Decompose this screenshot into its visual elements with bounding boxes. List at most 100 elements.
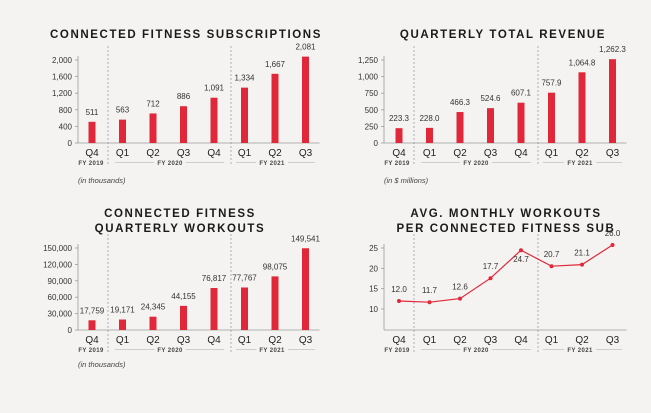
x-tick-label: Q3 [606,335,620,346]
bar [210,97,218,143]
y-tick-label: 0 [374,139,379,148]
data-label: 563 [116,106,130,115]
bar [487,108,494,143]
fiscal-year-label: FY 2019 [78,348,104,354]
data-label: 77,767 [232,273,257,282]
x-tick-label: Q2 [146,148,160,159]
data-label: 886 [177,92,191,101]
y-tick-label: 500 [365,106,379,115]
y-tick-label: 20 [369,264,378,273]
fiscal-year-label-bg [460,347,492,355]
data-label: 466.3 [450,98,471,107]
fiscal-year-label: FY 2021 [567,348,593,354]
x-tick-label: Q4 [207,148,221,159]
y-tick-label: 250 [365,122,379,131]
fiscal-year-label-bg [256,347,288,355]
data-label: 76,817 [202,274,227,283]
x-tick-label: Q3 [177,148,191,159]
bar [302,248,309,330]
x-tick-label: Q4 [207,335,221,346]
fiscal-year-label: FY 2020 [463,348,489,354]
x-tick-label: Q2 [575,335,589,346]
y-tick-label: 1,000 [358,73,379,82]
data-label: 44,155 [171,292,196,301]
y-tick-label: 0 [68,326,73,335]
y-tick-label: 60,000 [48,293,73,302]
fiscal-year-label-bg [154,160,186,168]
fiscal-year-label: FY 2019 [384,348,410,354]
x-tick-label: Q1 [423,335,437,346]
fiscal-year-label: FY 2021 [259,161,285,167]
y-tick-label: 0 [68,139,73,148]
data-point [488,276,493,281]
bar [119,319,126,330]
y-tick-label: 1,600 [52,73,73,82]
fiscal-year-label-bg [75,347,107,355]
data-label: 223.3 [389,114,410,123]
chart-title: QUARTERLY TOTAL REVENUE [400,29,606,41]
unit-note: (in thousands) [78,176,126,185]
data-point [427,300,432,305]
x-tick-label: Q3 [177,335,191,346]
data-label: 19,171 [110,306,135,315]
avg-workouts-chart: AVG. MONTHLY WORKOUTS PER CONNECTED FITNE… [369,208,627,355]
bar [149,113,157,143]
x-tick-label: Q1 [238,148,252,159]
x-tick-label: Q1 [423,148,437,159]
series-line [398,244,613,303]
data-point [549,264,554,269]
data-label: 98,075 [263,262,288,271]
y-tick-label: 150,000 [43,244,72,253]
y-tick-label: 15 [369,285,378,294]
x-tick-label: Q4 [85,335,99,346]
bar [609,59,616,143]
chart-title: CONNECTED FITNESS [104,208,256,220]
x-tick-label: Q2 [146,335,160,346]
bar [88,320,96,330]
fiscal-year-label-bg [564,160,596,168]
data-label: 17,759 [80,306,105,315]
fiscal-year-label: FY 2020 [157,348,183,354]
bar [456,112,464,143]
y-tick-label: 90,000 [48,277,73,286]
x-tick-label: Q2 [453,148,467,159]
data-label: 1,064.8 [569,58,596,67]
data-label: 24.7 [513,255,529,264]
y-tick-label: 750 [365,89,379,98]
bar [88,121,96,143]
data-label: 511 [86,108,99,117]
x-tick-label: Q4 [392,335,406,346]
x-tick-label: Q4 [514,148,528,159]
data-label: 26.0 [605,229,621,238]
data-label: 21.1 [574,249,590,258]
x-tick-label: Q2 [575,148,589,159]
subscriptions-chart: CONNECTED FITNESS SUBSCRIPTIONS 0 400 800 1,… [50,29,322,185]
data-label: 757.9 [541,79,562,88]
data-point [397,299,401,303]
unit-note: (in thousands) [78,360,126,369]
x-tick-label: Q4 [514,335,528,346]
fiscal-year-label: FY 2021 [567,161,593,167]
chart-title: CONNECTED FITNESS SUBSCRIPTIONS [50,29,322,41]
x-tick-label: Q3 [606,148,620,159]
fiscal-year-label-bg [154,347,186,355]
data-point [610,243,615,247]
y-tick-label: 800 [59,106,73,115]
bar [210,288,218,330]
data-label: 1,262.3 [599,45,626,54]
x-tick-label: Q1 [545,335,559,346]
data-label: 24,345 [141,303,166,312]
data-point [458,296,462,301]
data-point [580,262,584,267]
fiscal-year-label-bg [381,160,413,168]
y-tick-label: 400 [59,122,73,131]
y-tick-label: 1,250 [358,56,379,65]
data-label: 20.7 [544,250,560,259]
bar [119,119,126,143]
data-label: 228.0 [419,114,440,123]
data-label: 712 [146,99,160,108]
bar [302,56,309,143]
fiscal-year-label-bg [564,347,596,355]
bar [241,87,248,143]
